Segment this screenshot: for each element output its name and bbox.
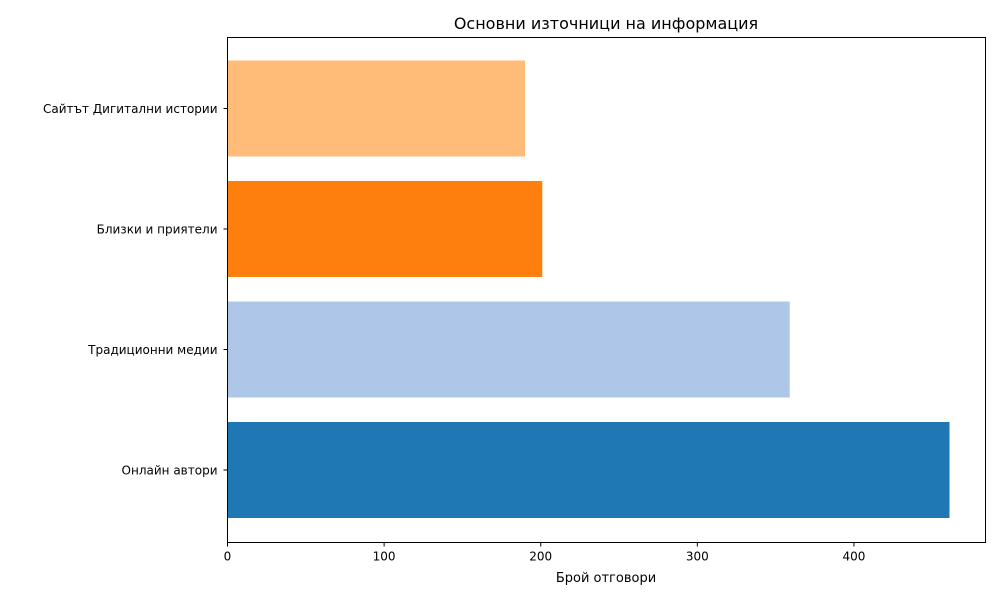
chart-title: Основни източници на информация bbox=[454, 14, 758, 33]
y-tick-label: Сайтът Дигитални истории bbox=[43, 102, 218, 116]
x-axis-label: Брой отговори bbox=[556, 571, 656, 586]
y-tick-label: Онлайн автори bbox=[122, 464, 218, 478]
bar-4 bbox=[227, 60, 526, 157]
bars-group bbox=[227, 60, 950, 518]
x-tick-label: 400 bbox=[842, 550, 865, 564]
bar-3 bbox=[227, 181, 543, 277]
y-tick-labels: Онлайн автори Традиционни медии Близки и п… bbox=[43, 102, 228, 478]
x-axis-ticks: 0 100 200 300 400 bbox=[224, 542, 865, 564]
x-tick-label: 0 bbox=[224, 550, 232, 564]
bar-2 bbox=[227, 301, 790, 398]
bar-1 bbox=[227, 422, 950, 518]
y-tick-label: Традиционни медии bbox=[87, 343, 217, 357]
x-tick-label: 100 bbox=[373, 550, 396, 564]
x-tick-label: 300 bbox=[686, 550, 709, 564]
plot-frame bbox=[227, 37, 986, 543]
y-tick-label: Близки и приятели bbox=[97, 223, 218, 237]
x-tick-label: 200 bbox=[529, 550, 552, 564]
